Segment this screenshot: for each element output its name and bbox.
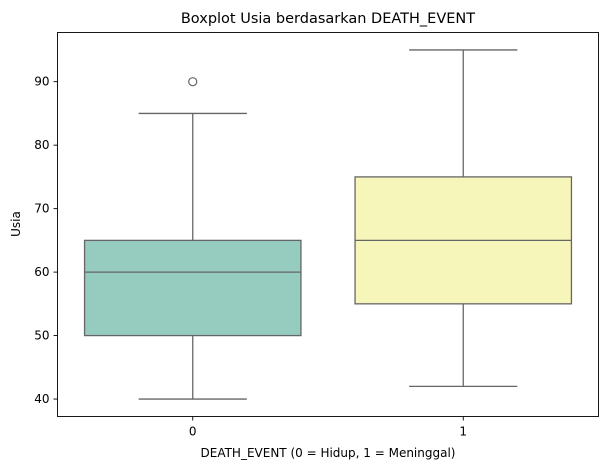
chart-title: Boxplot Usia berdasarkan DEATH_EVENT: [181, 11, 475, 27]
box-0: [83, 239, 302, 337]
y-tick-label-60: 60: [34, 265, 49, 279]
y-tick-label-80: 80: [34, 138, 49, 152]
y-tick-label-90: 90: [34, 75, 49, 89]
x-tick-label-0: 0: [189, 425, 197, 439]
outlier-point-0-0: [188, 77, 198, 87]
box-group-0: [83, 77, 302, 400]
plot-frame: [57, 32, 599, 417]
box-group-1: [354, 49, 573, 388]
y-axis: 40 50 60 70 80 90: [34, 75, 58, 406]
y-tick-label-40: 40: [34, 392, 49, 406]
boxes-layer: [83, 49, 573, 400]
y-axis-label: Usia: [9, 211, 23, 237]
x-tick-label-1: 1: [459, 425, 467, 439]
y-tick-label-70: 70: [34, 202, 49, 216]
x-axis-label: DEATH_EVENT (0 = Hidup, 1 = Meninggal): [201, 446, 456, 460]
y-tick-label-50: 50: [34, 329, 49, 343]
